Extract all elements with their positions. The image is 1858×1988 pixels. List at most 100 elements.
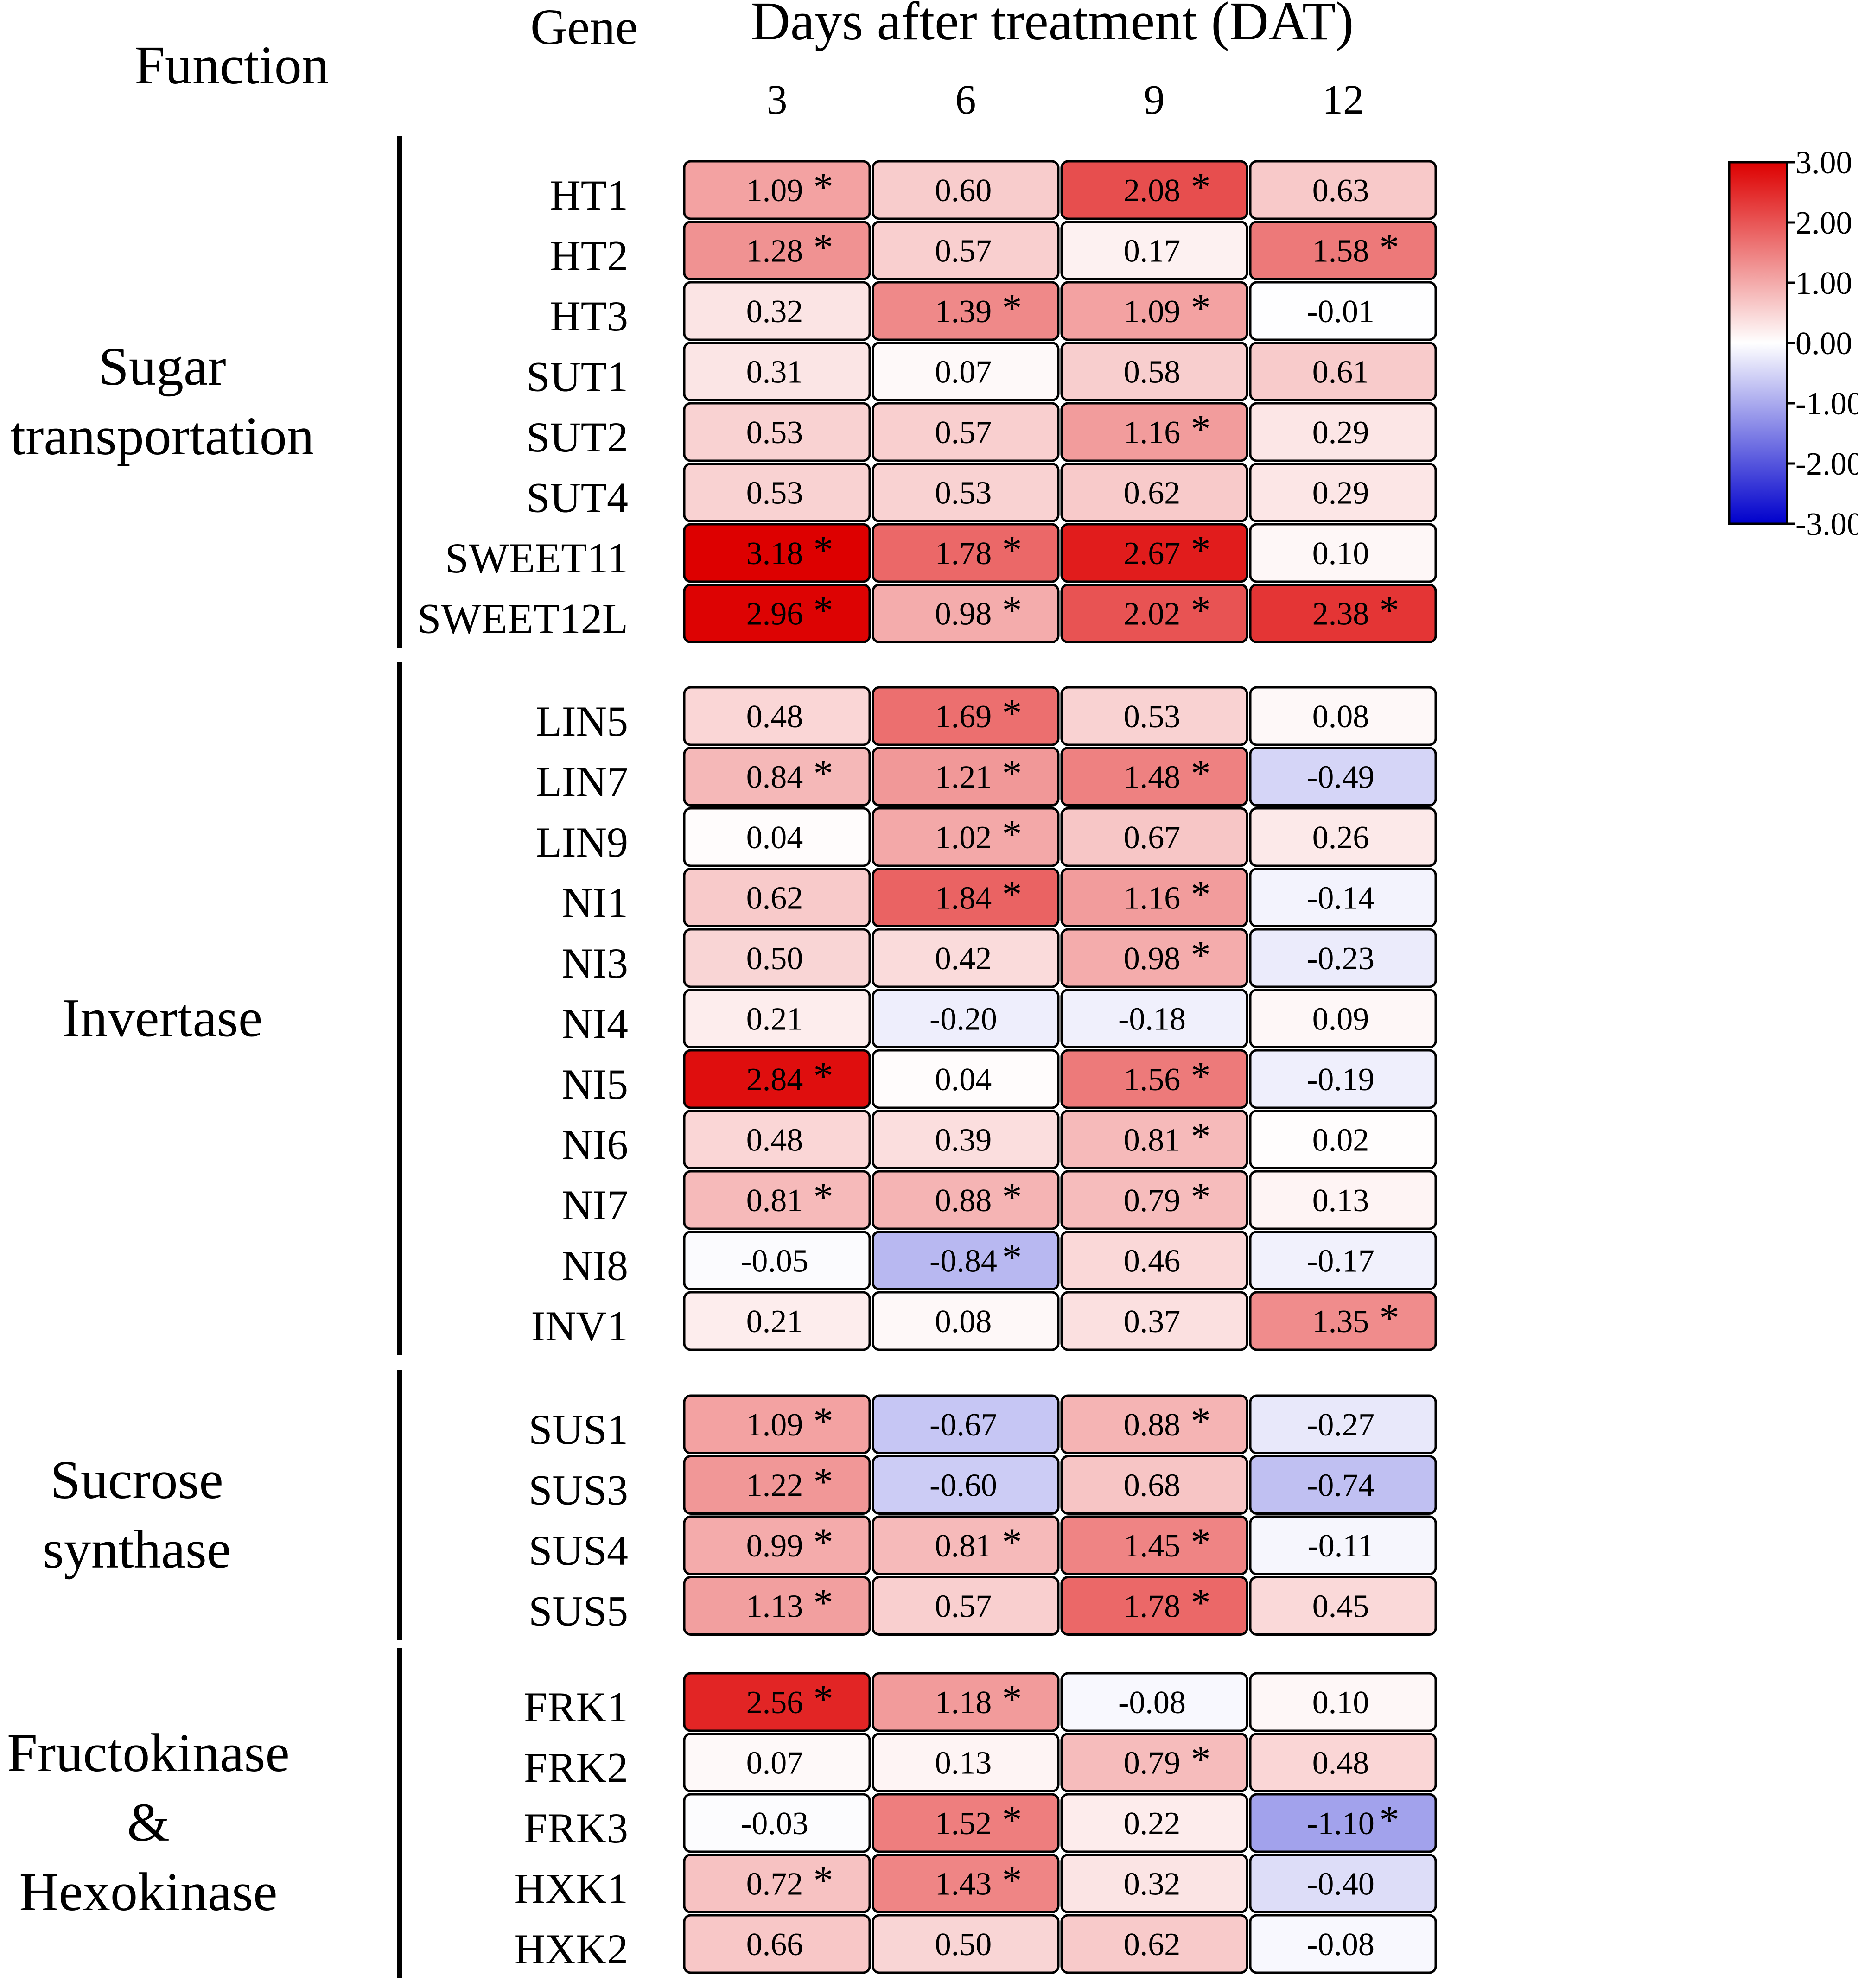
heatmap-row: HXK1 0.72 * 1.43 * 0.32 -0.40 [515,1854,1437,1913]
cell-value-label: 0.31 [746,355,803,390]
heatmap-cell [1249,686,1437,746]
significance-marker: * [1380,588,1400,633]
heatmap-cell [683,989,871,1048]
heatmap-row: FRK3 -0.03 1.52 * 0.22 -1.10 * [524,1793,1437,1853]
cell-value-label: -0.27 [1307,1407,1374,1443]
cell-value-label: -0.67 [929,1407,997,1443]
function-label: Fructokinase [7,1722,290,1783]
heatmap-cell [1249,1231,1437,1290]
significance-marker: * [1002,1520,1022,1564]
gene-label: SWEET11 [445,534,628,582]
gene-label: HT1 [550,171,628,219]
heatmap-row: SUT4 0.53 0.53 0.62 0.29 [526,463,1437,522]
gene-label: SUT4 [526,474,628,521]
color-scale-tick-label: -3.00 [1795,507,1858,542]
cell-value-label: 1.09 [746,173,803,209]
heatmap-cell [872,807,1060,867]
cell-value-label: 1.21 [935,760,992,795]
heatmap-cell [1249,281,1437,341]
cell-value-label: 0.26 [1312,820,1369,856]
significance-marker: * [1380,225,1400,270]
gene-label: LIN7 [536,758,628,806]
cell-value-label: 1.43 [935,1867,992,1902]
cell-value-label: 0.57 [935,415,992,451]
significance-marker: * [1002,1797,1022,1842]
heatmap-cell [683,1515,871,1575]
group-block: Invertase LIN5 0.48 1.69 * 0.53 0.08 LIN7 0.84 * 1… [62,662,1437,1355]
cell-value-label: -0.20 [929,1002,997,1037]
heatmap-row: SUT1 0.31 0.07 0.58 0.61 [526,342,1437,401]
cell-value-label: 0.62 [1124,476,1181,511]
cell-value-label: 0.63 [1312,173,1369,209]
cell-value-label: 0.98 [935,597,992,632]
heatmap-cell [683,160,871,220]
cell-value-label: 0.50 [746,941,803,977]
heatmap-row: NI1 0.62 1.84 * 1.16 * -0.14 [562,868,1437,927]
heatmap-cell [1060,868,1248,927]
cell-value-label: 0.81 [746,1183,803,1219]
heatmap-cell [1249,1793,1437,1853]
cell-value-label: 0.08 [1312,699,1369,735]
cell-value-label: 1.39 [935,294,992,330]
heatmap-cell [1249,1455,1437,1515]
heatmap-cell [1249,989,1437,1048]
heatmap-row: HT2 1.28 * 0.57 0.17 1.58 * [550,221,1437,280]
gene-label: LIN5 [536,698,628,745]
cell-value-label: 0.17 [1124,234,1181,269]
cell-value-label: 0.62 [746,881,803,916]
heatmap-cell [1060,1854,1248,1913]
cell-value-label: 2.67 [1124,536,1181,572]
significance-marker: * [1191,872,1211,917]
gene-label: HXK2 [515,1925,628,1973]
heatmap-cell [1249,928,1437,988]
cell-value-label: -0.08 [1118,1685,1186,1721]
cell-value-label: 0.07 [746,1746,803,1781]
gene-label: SWEET12L [417,595,628,642]
significance-marker: * [1191,1114,1211,1159]
heatmap-cell [1060,1914,1248,1974]
significance-marker: * [1002,812,1022,856]
significance-marker: * [1002,872,1022,917]
heatmap-cell [683,1733,871,1792]
heatmap-cell [1249,221,1437,280]
heatmap-cell [872,1170,1060,1230]
cell-value-label: 0.88 [935,1183,992,1219]
heatmap-cell [872,686,1060,746]
heatmap-cell [1060,1576,1248,1636]
cell-value-label: 0.10 [1312,1685,1369,1721]
heatmap-cell [872,1576,1060,1636]
cell-value-label: 0.13 [1312,1183,1369,1219]
heatmap-row: NI4 0.21 -0.20 -0.18 0.09 [562,989,1437,1048]
cell-value-label: 2.02 [1124,597,1181,632]
significance-marker: * [1191,1581,1211,1625]
cell-value-label: 3.18 [746,536,803,572]
heatmap-cell [1060,1291,1248,1351]
heatmap-cell [1249,1291,1437,1351]
heatmap-row: SUS5 1.13 * 0.57 1.78 * 0.45 [528,1576,1437,1636]
significance-marker: * [814,588,834,633]
heatmap-cell [1249,463,1437,522]
significance-marker: * [1002,1175,1022,1219]
gene-label: INV1 [531,1302,628,1350]
cell-value-label: 0.29 [1312,415,1369,451]
color-scale-tick-label: 3.00 [1795,145,1852,181]
cell-value-label: 0.48 [1312,1746,1369,1781]
cell-value-label: -0.14 [1307,881,1374,916]
cell-value-label: 1.16 [1124,415,1181,451]
heatmap-cell [683,1394,871,1454]
heatmap-row: LIN9 0.04 1.02 * 0.67 0.26 [536,807,1437,867]
heatmap-cell [872,221,1060,280]
cell-value-label: 0.10 [1312,536,1369,572]
gene-label: SUS5 [528,1588,628,1635]
cell-value-label: 1.09 [746,1407,803,1443]
heatmap-cell [872,342,1060,401]
significance-marker: * [1002,1858,1022,1903]
significance-marker: * [1002,527,1022,572]
heatmap-cell [1249,1576,1437,1636]
heatmap-cell [683,523,871,583]
heatmap-cell [872,1672,1060,1732]
cell-value-label: 0.62 [1124,1927,1181,1963]
function-label: Sucrose [50,1449,223,1510]
function-label: transportation [10,406,314,466]
column-headers: 3 6 9 12 [767,77,1364,123]
